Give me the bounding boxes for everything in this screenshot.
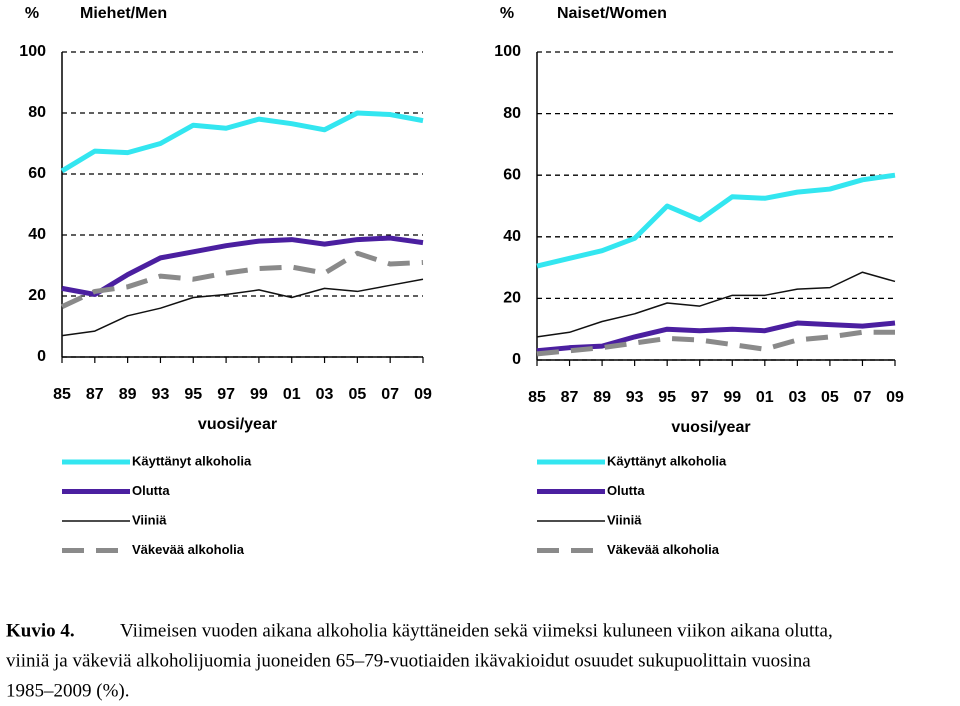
x-tick-label: 09 [414, 386, 432, 403]
x-tick-label: 01 [283, 386, 301, 403]
x-tick-label: 97 [217, 386, 235, 403]
x-tick-label: 99 [250, 386, 268, 403]
x-tick-label: 05 [821, 389, 839, 406]
series-line [61, 235, 424, 297]
y-tick-label: 80 [503, 105, 521, 122]
y-tick-label: 60 [503, 166, 521, 183]
chart-title: Naiset/Women [557, 5, 667, 22]
x-tick-label: 03 [316, 386, 334, 403]
x-tick-label: 85 [528, 389, 546, 406]
x-axis-label: vuosi/year [671, 419, 750, 436]
x-tick-label: 01 [756, 389, 774, 406]
x-tick-label: 99 [723, 389, 741, 406]
y-tick-label: 60 [28, 165, 46, 182]
x-tick-label: 95 [658, 389, 676, 406]
legend-label: Käyttänyt alkoholia [607, 453, 727, 468]
legend-label: Väkevää alkoholia [132, 542, 245, 557]
series-line [536, 329, 895, 357]
series-line [60, 110, 424, 174]
x-tick-label: 93 [152, 386, 170, 403]
caption-line: Viimeisen vuoden aikana alkoholia käyttä… [120, 620, 833, 641]
y-tick-label: 100 [494, 43, 521, 60]
y-tick-label: 40 [503, 228, 521, 245]
x-tick-label: 89 [119, 386, 137, 403]
y-axis-label: % [25, 5, 39, 22]
x-tick-label: 09 [886, 389, 904, 406]
y-tick-label: 100 [19, 43, 46, 60]
x-tick-label: 87 [86, 386, 104, 403]
y-tick-label: 80 [28, 104, 46, 121]
y-tick-label: 20 [503, 290, 521, 307]
caption-line: viiniä ja väkeviä alkoholijuomia juoneid… [6, 650, 811, 671]
caption-line: 1985–2009 (%). [6, 680, 129, 701]
series-line [60, 250, 424, 309]
x-tick-label: 97 [691, 389, 709, 406]
legend-label: Väkevää alkoholia [607, 542, 720, 557]
x-axis-label: vuosi/year [198, 416, 277, 433]
series-line [536, 271, 896, 338]
series-line [536, 172, 896, 269]
x-tick-label: 87 [561, 389, 579, 406]
y-tick-label: 0 [512, 351, 521, 368]
y-tick-label: 0 [37, 348, 46, 365]
x-tick-label: 07 [381, 386, 399, 403]
legend-label: Viiniä [607, 512, 642, 527]
caption-label: Kuvio 4. [6, 620, 75, 641]
y-tick-label: 20 [28, 287, 46, 304]
series-line [61, 278, 424, 337]
series-line [536, 320, 896, 354]
x-tick-label: 93 [626, 389, 644, 406]
x-tick-label: 07 [854, 389, 872, 406]
legend-label: Olutta [132, 483, 170, 498]
x-tick-label: 05 [348, 386, 366, 403]
x-tick-label: 89 [593, 389, 611, 406]
x-tick-label: 95 [184, 386, 202, 403]
legend-label: Olutta [607, 483, 645, 498]
x-tick-label: 03 [788, 389, 806, 406]
y-tick-label: 40 [28, 226, 46, 243]
chart-title: Miehet/Men [80, 5, 167, 22]
y-axis-label: % [500, 5, 514, 22]
legend-label: Käyttänyt alkoholia [132, 453, 252, 468]
x-tick-label: 85 [53, 386, 71, 403]
legend-label: Viiniä [132, 512, 167, 527]
